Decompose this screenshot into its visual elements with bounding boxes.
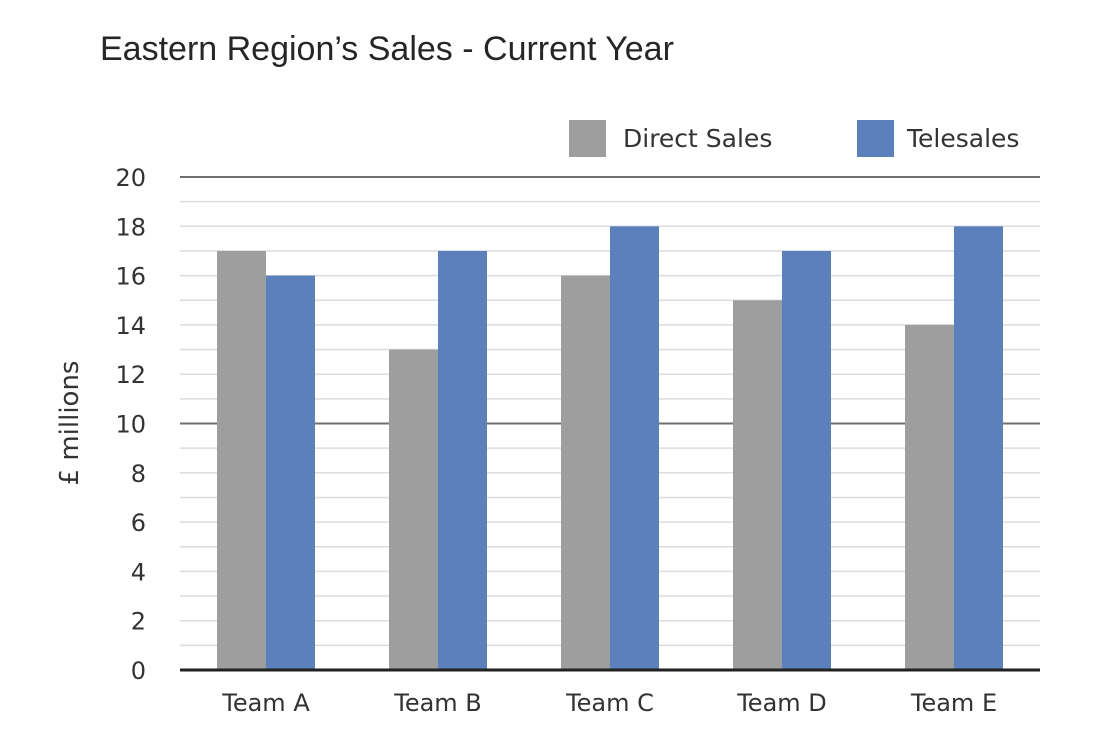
y-tick-label: 18 [115,213,146,241]
x-tick-label: Team B [393,689,482,717]
bar-direct-sales [389,349,438,670]
y-axis-label: £ millions [55,361,85,486]
y-tick-label: 16 [115,263,146,291]
bar-direct-sales [905,324,954,670]
x-tick-label: Team C [565,689,654,717]
bar-telesales [782,250,831,670]
bar-direct-sales [561,275,610,670]
legend-swatch-direct-sales [569,120,606,157]
y-tick-label: 0 [131,657,146,685]
y-tick-label: 20 [115,164,146,192]
y-tick-label: 6 [131,509,146,537]
legend-label: Telesales [906,124,1019,153]
chart-title: Eastern Region’s Sales - Current Year [100,30,674,68]
y-tick-label: 2 [131,608,146,636]
bar-telesales [266,275,315,670]
legend-label: Direct Sales [623,124,772,153]
y-tick-label: 12 [115,361,146,389]
x-tick-label: Team A [221,689,310,717]
bar-direct-sales [217,250,266,670]
y-tick-label: 10 [115,411,146,439]
legend-swatch-telesales [857,120,894,157]
y-tick-label: 4 [131,558,146,586]
bar-telesales [954,226,1003,671]
x-tick-label: Team E [910,689,997,717]
y-tick-label: 14 [115,312,146,340]
y-tick-label: 8 [131,460,146,488]
bar-telesales [438,250,487,670]
x-tick-label: Team D [736,689,827,717]
bar-telesales [610,226,659,671]
bar-direct-sales [733,300,782,670]
